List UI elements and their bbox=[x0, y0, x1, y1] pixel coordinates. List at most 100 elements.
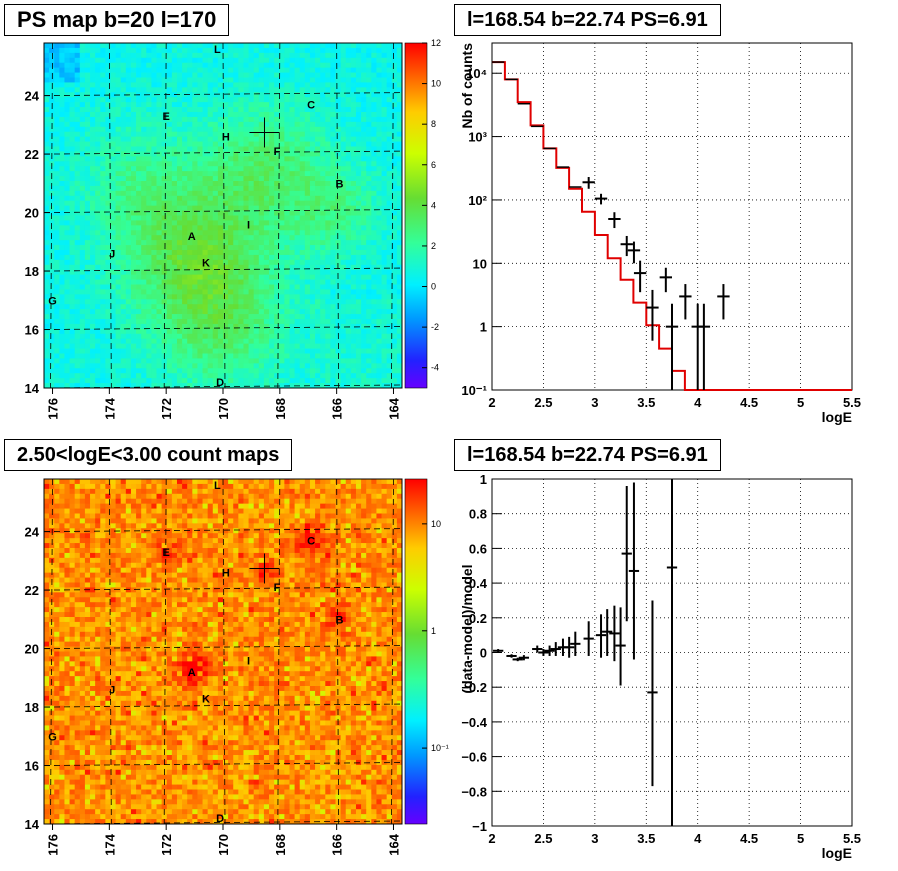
heatmap-cell bbox=[315, 112, 321, 118]
heatmap-cell bbox=[100, 82, 106, 88]
heatmap-cell bbox=[217, 205, 224, 211]
heatmap-cell bbox=[120, 52, 127, 59]
heatmap-cell bbox=[64, 156, 70, 162]
heatmap-cell bbox=[371, 87, 377, 93]
heatmap-cell bbox=[187, 195, 193, 202]
heatmap-cell bbox=[100, 185, 106, 192]
heatmap-cell bbox=[304, 156, 311, 162]
heatmap-cell bbox=[391, 383, 398, 389]
heatmap-cell bbox=[176, 107, 183, 113]
heatmap-cell bbox=[182, 136, 188, 142]
heatmap-cell bbox=[64, 87, 70, 93]
heatmap-cell bbox=[274, 156, 280, 162]
heatmap-cell bbox=[223, 240, 229, 246]
heatmap-cell bbox=[69, 141, 76, 147]
heatmap-cell bbox=[171, 373, 178, 379]
heatmap-cell bbox=[279, 57, 285, 64]
heatmap-cell bbox=[59, 284, 65, 290]
heatmap-cell bbox=[130, 279, 137, 285]
heatmap-cell bbox=[391, 373, 398, 379]
heatmap-cell bbox=[125, 62, 132, 69]
heatmap-cell bbox=[361, 323, 367, 330]
heatmap-cell bbox=[253, 299, 260, 305]
heatmap-cell bbox=[335, 240, 342, 246]
heatmap-cell bbox=[95, 67, 101, 73]
heatmap-cell bbox=[90, 368, 96, 374]
heatmap-cell bbox=[350, 131, 357, 138]
heatmap-cell bbox=[274, 102, 280, 108]
heatmap-cell bbox=[309, 151, 316, 157]
heatmap-cell bbox=[355, 343, 362, 349]
heatmap-cell bbox=[284, 304, 290, 310]
heatmap-cell bbox=[166, 338, 173, 345]
heatmap-cell bbox=[192, 353, 198, 359]
heatmap-cell bbox=[74, 235, 81, 241]
heatmap-cell bbox=[151, 274, 157, 280]
heatmap-cell bbox=[100, 190, 106, 197]
heatmap-cell bbox=[335, 358, 342, 364]
heatmap-cell bbox=[54, 67, 60, 73]
heatmap-cell bbox=[84, 319, 91, 325]
heatmap-cell bbox=[100, 43, 106, 49]
heatmap-cell bbox=[192, 185, 198, 192]
heatmap-cell bbox=[258, 289, 265, 295]
heatmap-cell bbox=[84, 368, 91, 374]
heatmap-cell bbox=[361, 72, 367, 78]
heatmap-cell bbox=[263, 250, 270, 256]
heatmap-cell bbox=[228, 299, 234, 305]
heatmap-cell bbox=[166, 240, 173, 246]
heatmap-cell bbox=[130, 92, 137, 98]
heatmap-cell bbox=[110, 136, 116, 142]
heatmap-cell bbox=[396, 363, 403, 369]
heatmap-cell bbox=[115, 200, 122, 207]
heatmap-cell bbox=[74, 87, 81, 93]
heatmap-cell bbox=[376, 368, 382, 374]
heatmap-cell bbox=[243, 43, 249, 49]
heatmap-cell bbox=[243, 181, 249, 187]
heatmap-cell bbox=[391, 338, 398, 345]
heatmap-cell bbox=[100, 294, 106, 300]
heatmap-cell bbox=[284, 240, 290, 246]
heatmap-cell bbox=[171, 185, 178, 192]
heatmap-cell bbox=[166, 284, 173, 290]
heatmap-cell bbox=[330, 368, 336, 374]
heatmap-cell bbox=[381, 363, 388, 369]
heatmap-cell bbox=[79, 304, 86, 310]
heatmap-cell bbox=[161, 259, 168, 266]
heatmap-cell bbox=[350, 279, 357, 285]
heatmap-cell bbox=[243, 338, 249, 345]
heatmap-cell bbox=[130, 131, 137, 138]
heatmap-cell bbox=[125, 107, 132, 113]
heatmap-cell bbox=[130, 254, 137, 261]
heatmap-cell bbox=[84, 254, 91, 261]
heatmap-cell bbox=[315, 225, 321, 231]
heatmap-cell bbox=[238, 245, 244, 251]
heatmap-cell bbox=[355, 52, 362, 59]
heatmap-cell bbox=[197, 299, 203, 305]
heatmap-cell bbox=[120, 269, 127, 276]
heatmap-cell bbox=[248, 92, 255, 98]
heatmap-cell bbox=[253, 185, 260, 192]
heatmap-cell bbox=[386, 319, 393, 325]
heatmap-cell bbox=[258, 230, 265, 236]
heatmap-cell bbox=[263, 185, 270, 192]
heatmap-cell bbox=[105, 121, 111, 128]
heatmap-cell bbox=[228, 230, 234, 236]
heatmap-cell bbox=[309, 319, 316, 325]
heatmap-cell bbox=[54, 87, 60, 93]
heatmap-cell bbox=[44, 141, 50, 147]
heatmap-cell bbox=[361, 126, 367, 133]
heatmap-cell bbox=[274, 279, 280, 285]
heatmap-cell bbox=[197, 185, 203, 192]
heatmap-cell bbox=[371, 333, 377, 340]
heatmap-cell bbox=[315, 176, 321, 182]
heatmap-cell bbox=[345, 245, 352, 251]
heatmap-cell bbox=[304, 284, 311, 290]
heatmap-cell bbox=[141, 235, 147, 241]
heatmap-cell bbox=[371, 107, 377, 113]
heatmap-cell bbox=[212, 190, 219, 197]
heatmap-cell bbox=[59, 279, 65, 285]
heatmap-cell bbox=[355, 102, 362, 108]
heatmap-cell bbox=[361, 358, 367, 364]
heatmap-cell bbox=[304, 210, 311, 216]
